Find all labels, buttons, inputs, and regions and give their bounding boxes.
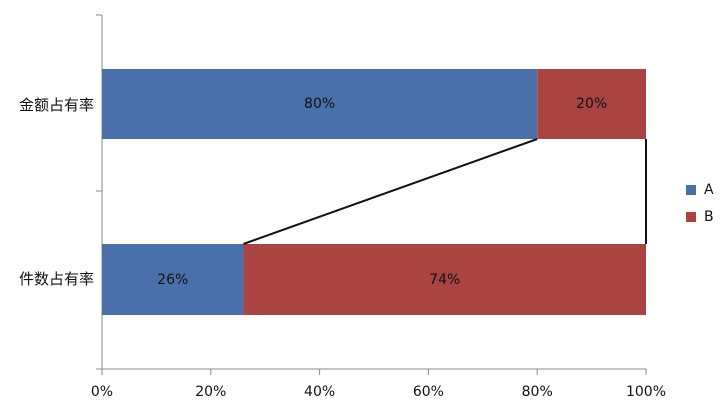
legend-item-b: B	[686, 209, 714, 225]
bar-b-1	[243, 244, 646, 315]
legend-swatch-a	[686, 185, 696, 195]
x-tick-label-1: 20%	[195, 384, 227, 400]
bar-label-b-1: 74%	[429, 271, 461, 288]
bar-a-0	[102, 69, 538, 139]
category-label-1: 件数占有率	[18, 270, 94, 288]
bar-b-0	[537, 69, 646, 139]
category-label-0: 金额占有率	[18, 96, 94, 114]
legend-label-b: B	[704, 209, 714, 225]
x-tick-label-0: 0%	[90, 384, 114, 400]
x-tick-label-2: 40%	[304, 384, 336, 400]
x-tick-label-5: 100%	[625, 384, 667, 400]
bar-label-b-0: 20%	[576, 96, 608, 112]
x-tick-label-4: 80%	[521, 384, 553, 400]
series-line-0	[243, 138, 538, 245]
x-tick-label-3: 60%	[412, 384, 444, 400]
bar-label-a-0: 80%	[304, 96, 336, 112]
legend-item-a: A	[686, 182, 714, 198]
legend-swatch-b	[686, 212, 696, 222]
bar-label-a-1: 26%	[157, 271, 189, 288]
bar-a-1	[102, 244, 244, 315]
legend-label-a: A	[704, 182, 714, 198]
